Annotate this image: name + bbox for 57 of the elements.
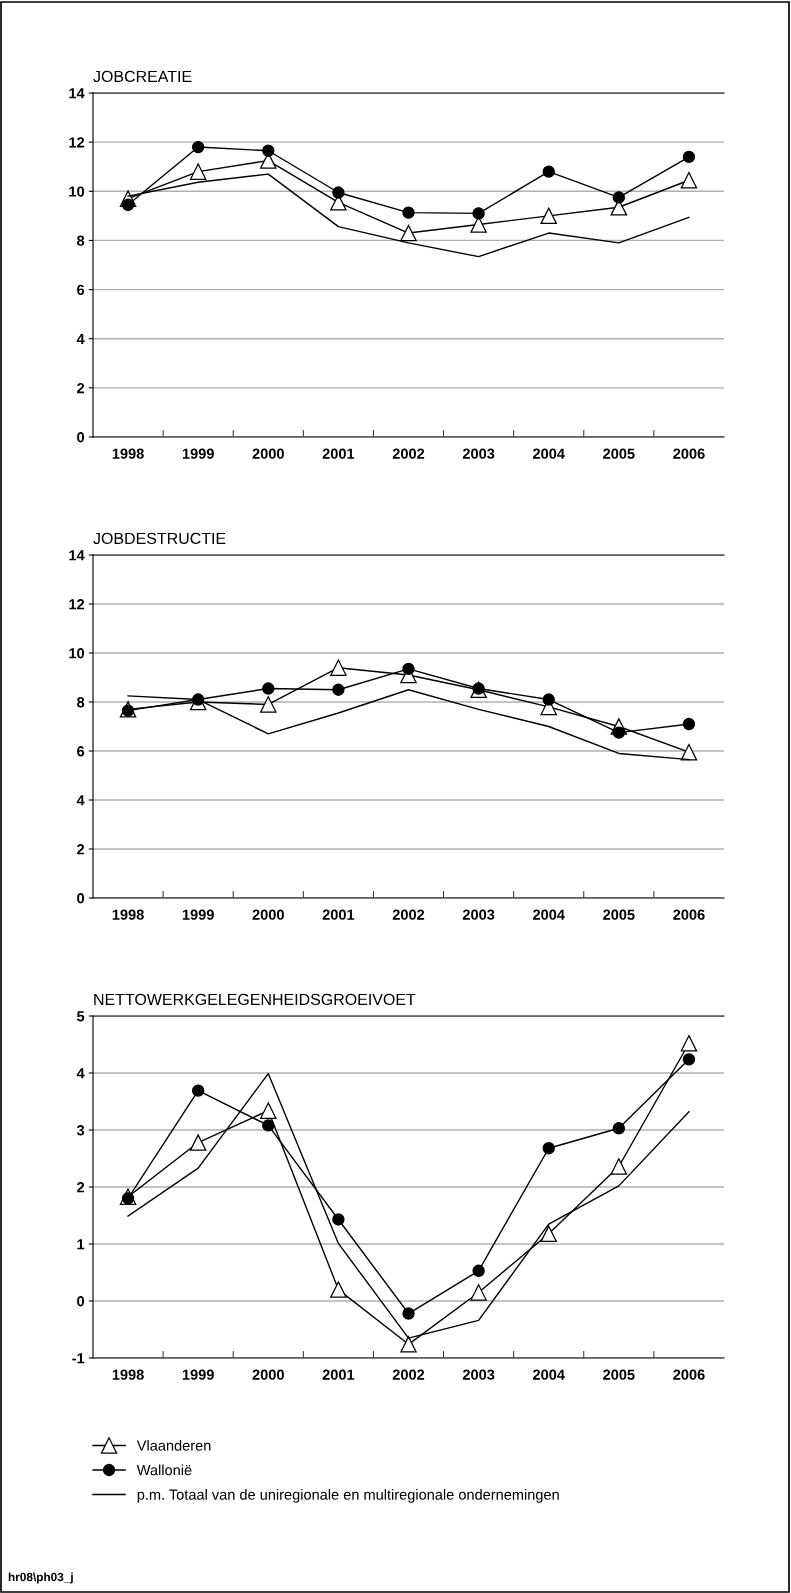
legend-label: Vlaanderen	[136, 1440, 211, 1451]
y-tick-label: 4	[76, 795, 85, 806]
x-tick-label: 1999	[182, 1369, 214, 1380]
x-tick-label: 2004	[533, 448, 565, 459]
chart-title: JOBDESTRUCTIE	[93, 532, 226, 545]
x-tick-label: 2000	[252, 909, 284, 920]
x-tick-label: 2001	[322, 1369, 355, 1380]
y-tick-label: 4	[76, 333, 85, 344]
y-tick-label: 4	[76, 1068, 85, 1079]
x-tick-label: 2003	[462, 448, 495, 459]
y-tick-label: 2	[77, 844, 85, 855]
x-tick-label: 1999	[182, 448, 214, 459]
y-tick-label: 2	[77, 1182, 85, 1193]
x-tick-label: 1999	[182, 909, 214, 920]
x-tick-label: 2001	[322, 448, 355, 459]
x-tick-label: 2003	[462, 909, 495, 920]
y-tick-label: 2	[77, 382, 85, 394]
y-tick-label: 14	[69, 550, 85, 561]
text: hr08\ph03_j	[8, 1572, 73, 1584]
x-tick-label: 2004	[533, 909, 565, 920]
x-tick-label: 2005	[603, 909, 635, 920]
y-tick-label: 12	[69, 599, 85, 610]
chart-title: NETTOWERKGELEGENHEIDSGROEIVOET	[94, 993, 416, 1006]
x-tick-label: 2001	[322, 909, 355, 920]
legend-label: p.m. Totaal van de uniregionale en multiregionale ondernemingen	[137, 1489, 559, 1503]
x-tick-label: 2002	[392, 448, 425, 459]
x-tick-label: 2006	[673, 909, 705, 920]
y-tick-label: 5	[77, 1011, 85, 1022]
y-tick-label: 0	[77, 1296, 85, 1307]
y-tick-label: 1	[77, 1239, 85, 1250]
x-tick-label: 1998	[112, 1369, 144, 1380]
y-tick-label: 8	[77, 235, 85, 246]
x-tick-label: 2003	[462, 1369, 495, 1380]
x-tick-label: 2005	[603, 448, 635, 459]
y-tick-label: 6	[77, 746, 85, 757]
x-tick-label: 2000	[252, 448, 284, 459]
x-tick-label: 2002	[392, 909, 425, 920]
y-tick-label: 12	[69, 137, 85, 148]
x-tick-label: 2002	[392, 1369, 425, 1380]
y-tick-label: 10	[69, 648, 85, 659]
y-tick-label: -1	[72, 1353, 85, 1364]
x-tick-label: 2006	[673, 448, 705, 459]
x-tick-label: 2000	[252, 1369, 284, 1380]
y-tick-label: 0	[77, 893, 85, 904]
x-tick-label: 1998	[112, 909, 144, 920]
y-tick-label: 3	[76, 1125, 85, 1136]
y-tick-label: 6	[77, 284, 85, 295]
legend-label: Wallonië	[136, 1464, 192, 1476]
x-tick-label: 1998	[112, 448, 144, 459]
y-tick-label: 8	[77, 697, 85, 708]
y-tick-label: 14	[69, 88, 85, 99]
x-tick-label: 2005	[603, 1369, 635, 1380]
x-tick-label: 2004	[533, 1369, 565, 1380]
y-tick-label: 10	[69, 186, 85, 197]
y-tick-label: 0	[77, 432, 85, 443]
chart-title: JOBCREATIE	[93, 70, 192, 83]
x-tick-label: 2006	[673, 1369, 705, 1380]
